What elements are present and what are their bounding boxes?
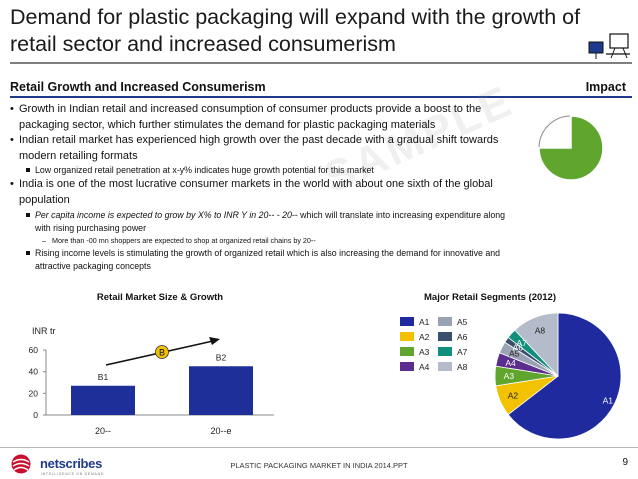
page-number: 9 bbox=[622, 457, 628, 468]
pie-slice-label: A7 bbox=[516, 338, 527, 348]
page-title: Demand for plastic packaging will expand… bbox=[10, 5, 581, 56]
impact-harvey-ball bbox=[538, 115, 604, 181]
growth-arrow-head bbox=[209, 337, 220, 345]
pie-slice-label: A5 bbox=[509, 349, 520, 359]
bar-chart-ylabel: INR tr bbox=[32, 326, 56, 336]
pie-slice-label: A6 bbox=[513, 343, 524, 353]
bullet-item: Growth in Indian retail and increased co… bbox=[10, 102, 520, 133]
pie-slice bbox=[514, 312, 559, 378]
netscribes-logo-icon bbox=[11, 454, 31, 474]
footer-doc-title: PLASTIC PACKAGING MARKET IN INDIA 2014.P… bbox=[230, 461, 408, 470]
y-tick-label: 60 bbox=[29, 345, 39, 355]
growth-marker bbox=[155, 345, 169, 359]
pie-slice-label: A2 bbox=[508, 391, 519, 401]
title-divider bbox=[10, 62, 632, 64]
bar-data-label: B1 bbox=[98, 372, 109, 382]
growth-marker-label: B bbox=[159, 348, 165, 358]
legend-swatch bbox=[438, 362, 452, 371]
x-tick-label: 20-- bbox=[95, 426, 111, 436]
bullet-item: India is one of the most lucrative consu… bbox=[10, 177, 520, 208]
sub-bullet-item: Low organized retail penetration at x-y%… bbox=[10, 164, 520, 177]
pie-slice-label: A3 bbox=[504, 371, 515, 381]
legend-label: A3 bbox=[419, 347, 430, 357]
pie-slice-label: A1 bbox=[603, 395, 614, 405]
logo-text: netscribes bbox=[40, 456, 103, 471]
y-tick-label: 0 bbox=[33, 410, 38, 420]
bar-chart: INR tr 0 20 40 60 B1 20-- B2 20--e B bbox=[29, 326, 274, 436]
sub-bullet-item: Rising income levels is stimulating the … bbox=[10, 247, 520, 273]
legend-label: A7 bbox=[457, 347, 468, 357]
legend-swatch bbox=[438, 347, 452, 356]
legend-label: A4 bbox=[419, 362, 430, 372]
bullet-item: Indian retail market has experienced hig… bbox=[10, 133, 520, 164]
pie-slice-label: A8 bbox=[535, 325, 546, 335]
y-tick-label: 40 bbox=[29, 367, 39, 377]
bar-data-label: B2 bbox=[216, 352, 227, 362]
bar-chart-title: Retail Market Size & Growth bbox=[96, 292, 224, 303]
legend-swatch bbox=[400, 332, 414, 341]
x-tick-label: 20--e bbox=[210, 426, 231, 436]
y-tick-label: 20 bbox=[29, 388, 39, 398]
footer-divider bbox=[0, 447, 638, 448]
legend-swatch bbox=[438, 332, 452, 341]
section-title: Retail Growth and Increased Consumerism bbox=[10, 80, 266, 94]
bullet-list: Growth in Indian retail and increased co… bbox=[10, 102, 520, 273]
impact-ball-fill bbox=[538, 115, 604, 181]
legend-swatch bbox=[400, 362, 414, 371]
legend-label: A8 bbox=[457, 362, 468, 372]
legend-swatch bbox=[400, 317, 414, 326]
pie-slice bbox=[507, 312, 622, 440]
legend-label: A6 bbox=[457, 332, 468, 342]
section-header: Retail Growth and Increased Consumerism … bbox=[10, 79, 632, 98]
legend-swatch bbox=[400, 347, 414, 356]
legend-label: A5 bbox=[457, 317, 468, 327]
sub-bullet-rest: which will translate into increasing exp… bbox=[35, 209, 506, 233]
bar bbox=[71, 385, 135, 415]
sub-bullet-italic: Per capita income is expected to grow by… bbox=[35, 209, 298, 220]
sub-bullet-item: Per capita income is expected to grow by… bbox=[10, 209, 520, 235]
legend-swatch bbox=[438, 317, 452, 326]
pie-slice-label: A4 bbox=[505, 358, 516, 368]
sub-sub-bullet-item: More than -00 mn shoppers are expected t… bbox=[10, 235, 520, 247]
impact-label: Impact bbox=[585, 80, 626, 94]
bar bbox=[189, 366, 253, 415]
pie-chart-title: Major Retail Segments (2012) bbox=[424, 292, 556, 303]
presentation-icon bbox=[588, 33, 630, 59]
legend-label: A2 bbox=[419, 332, 430, 342]
logo-tagline: INTELLIGENCE ON DEMAND bbox=[41, 472, 105, 476]
legend-label: A1 bbox=[419, 317, 430, 327]
